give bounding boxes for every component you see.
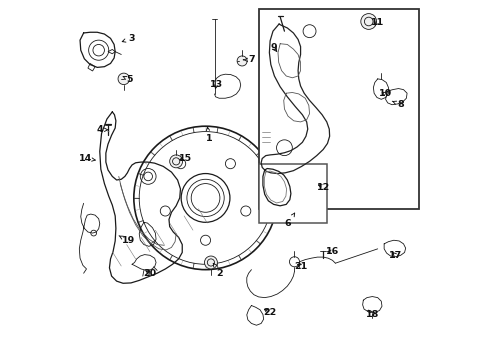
Text: 3: 3: [122, 34, 135, 43]
Text: 8: 8: [392, 100, 404, 109]
Text: 18: 18: [366, 310, 379, 319]
Text: 16: 16: [326, 247, 340, 256]
Text: 7: 7: [244, 55, 255, 64]
Text: 21: 21: [294, 262, 307, 271]
Text: 6: 6: [285, 213, 294, 228]
Circle shape: [237, 56, 247, 66]
Text: 5: 5: [123, 75, 133, 84]
Text: 12: 12: [317, 183, 331, 192]
Text: 13: 13: [210, 81, 223, 90]
Text: 20: 20: [144, 269, 156, 278]
Bar: [259, 9, 419, 210]
Text: 17: 17: [389, 251, 402, 260]
Text: 10: 10: [379, 89, 392, 98]
Circle shape: [170, 155, 183, 168]
Text: 22: 22: [264, 308, 277, 317]
Text: 9: 9: [270, 43, 277, 52]
Text: 4: 4: [97, 125, 109, 134]
Text: 14: 14: [79, 154, 95, 163]
Circle shape: [118, 73, 129, 85]
Bar: [259, 164, 327, 223]
Text: 2: 2: [213, 263, 223, 278]
Text: 15: 15: [178, 154, 192, 163]
Circle shape: [204, 256, 218, 269]
Text: 1: 1: [206, 127, 213, 143]
Circle shape: [361, 14, 377, 30]
Text: 11: 11: [371, 18, 384, 27]
Text: 19: 19: [119, 236, 135, 246]
